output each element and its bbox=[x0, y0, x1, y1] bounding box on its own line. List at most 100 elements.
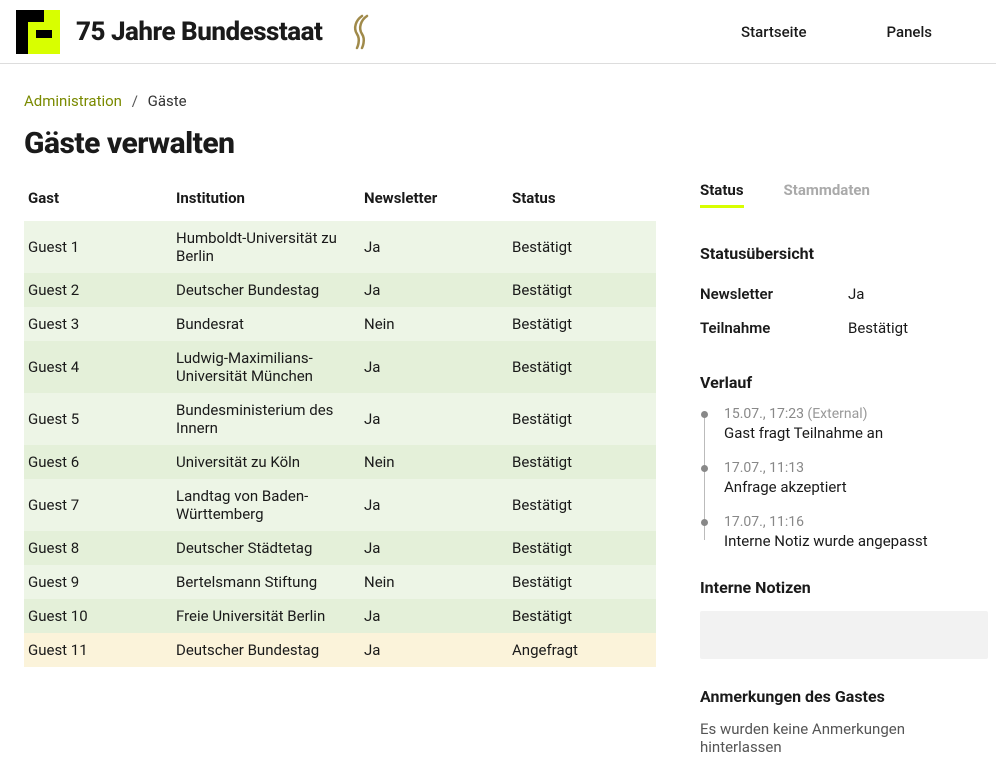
tab-status[interactable]: Status bbox=[700, 181, 744, 208]
cell-status: Bestätigt bbox=[508, 565, 656, 599]
breadcrumb: Administration / Gäste bbox=[0, 64, 996, 118]
cell-newsletter: Ja bbox=[360, 273, 508, 307]
cell-institution: Landtag von Baden-Württemberg bbox=[172, 479, 360, 531]
cell-gast: Guest 11 bbox=[24, 633, 172, 667]
cell-gast: Guest 5 bbox=[24, 393, 172, 445]
cell-gast: Guest 6 bbox=[24, 445, 172, 479]
cell-newsletter: Nein bbox=[360, 307, 508, 341]
cell-status: Bestätigt bbox=[508, 221, 656, 273]
kv-teilnahme-label: Teilnahme bbox=[700, 319, 848, 337]
kv-newsletter: Newsletter Ja bbox=[700, 277, 988, 311]
cell-gast: Guest 4 bbox=[24, 341, 172, 393]
table-row[interactable]: Guest 11Deutscher BundestagJaAngefragt bbox=[24, 633, 656, 667]
kv-newsletter-value: Ja bbox=[848, 285, 864, 303]
top-nav: Startseite Panels bbox=[741, 23, 980, 41]
timeline-item: 17.07., 11:13 Anfrage akzeptiert bbox=[724, 460, 988, 496]
detail-tabs: Status Stammdaten bbox=[700, 181, 988, 218]
kv-teilnahme: Teilnahme Bestätigt bbox=[700, 311, 988, 345]
cell-status: Bestätigt bbox=[508, 531, 656, 565]
cell-gast: Guest 7 bbox=[24, 479, 172, 531]
cell-institution: Humboldt-Universität zu Berlin bbox=[172, 221, 360, 273]
cell-status: Bestätigt bbox=[508, 445, 656, 479]
table-row[interactable]: Guest 7Landtag von Baden-WürttembergJaBe… bbox=[24, 479, 656, 531]
cell-gast: Guest 3 bbox=[24, 307, 172, 341]
timeline-meta: 17.07., 11:16 bbox=[724, 514, 988, 530]
cell-newsletter: Nein bbox=[360, 565, 508, 599]
breadcrumb-current: Gäste bbox=[148, 92, 187, 110]
nav-home[interactable]: Startseite bbox=[741, 23, 806, 41]
cell-institution: Deutscher Bundestag bbox=[172, 273, 360, 307]
cell-institution: Bundesrat bbox=[172, 307, 360, 341]
table-row[interactable]: Guest 2Deutscher BundestagJaBestätigt bbox=[24, 273, 656, 307]
table-row[interactable]: Guest 9Bertelsmann StiftungNeinBestätigt bbox=[24, 565, 656, 599]
cell-institution: Bertelsmann Stiftung bbox=[172, 565, 360, 599]
cell-status: Bestätigt bbox=[508, 393, 656, 445]
history-title: Verlauf bbox=[700, 373, 988, 392]
cell-status: Bestätigt bbox=[508, 273, 656, 307]
timeline-item: 17.07., 11:16Interne Notiz wurde angepas… bbox=[724, 514, 988, 550]
cell-newsletter: Ja bbox=[360, 599, 508, 633]
cell-newsletter: Ja bbox=[360, 479, 508, 531]
cell-gast: Guest 10 bbox=[24, 599, 172, 633]
cell-institution: Deutscher Städtetag bbox=[172, 531, 360, 565]
guest-remarks-title: Anmerkungen des Gastes bbox=[700, 687, 988, 706]
breadcrumb-sep: / bbox=[132, 92, 138, 110]
table-row[interactable]: Guest 1Humboldt-Universität zu BerlinJaB… bbox=[24, 221, 656, 273]
timeline-meta: 15.07., 17:23 (External) bbox=[724, 406, 988, 422]
cell-status: Bestätigt bbox=[508, 341, 656, 393]
cell-institution: Ludwig-Maximilians-Universität München bbox=[172, 341, 360, 393]
kv-teilnahme-value: Bestätigt bbox=[848, 319, 908, 337]
guests-table: Gast Institution Newsletter Status Guest… bbox=[24, 181, 656, 667]
nav-panels[interactable]: Panels bbox=[886, 23, 932, 41]
cell-institution: Universität zu Köln bbox=[172, 445, 360, 479]
table-row[interactable]: Guest 6Universität zu KölnNeinBestätigt bbox=[24, 445, 656, 479]
timeline-text: Anfrage akzeptiert bbox=[724, 478, 988, 496]
col-header-gast[interactable]: Gast bbox=[24, 181, 172, 221]
cell-gast: Guest 9 bbox=[24, 565, 172, 599]
breadcrumb-admin-link[interactable]: Administration bbox=[24, 92, 122, 110]
cell-newsletter: Ja bbox=[360, 633, 508, 667]
cell-status: Bestätigt bbox=[508, 307, 656, 341]
guest-remarks-text: Es wurden keine Anmerkungen hinterlassen bbox=[700, 720, 988, 756]
col-header-newsletter[interactable]: Newsletter bbox=[360, 181, 508, 221]
internal-notes-input[interactable] bbox=[700, 611, 988, 659]
table-row[interactable]: Guest 5Bundesministerium des InnernJaBes… bbox=[24, 393, 656, 445]
ribbon-icon bbox=[346, 14, 378, 50]
timeline-text: Gast fragt Teilnahme an bbox=[724, 424, 988, 442]
table-row[interactable]: Guest 4Ludwig-Maximilians-Universität Mü… bbox=[24, 341, 656, 393]
cell-newsletter: Ja bbox=[360, 393, 508, 445]
site-logo[interactable] bbox=[16, 10, 60, 54]
cell-newsletter: Ja bbox=[360, 531, 508, 565]
table-row[interactable]: Guest 3BundesratNeinBestätigt bbox=[24, 307, 656, 341]
timeline-external-tag: (External) bbox=[807, 406, 867, 422]
site-title: 75 Jahre Bundesstaat bbox=[76, 17, 322, 47]
history-timeline: 15.07., 17:23 (External) Gast fragt Teiln… bbox=[700, 406, 988, 550]
cell-gast: Guest 2 bbox=[24, 273, 172, 307]
page-title: Gäste verwalten bbox=[0, 118, 996, 181]
internal-notes-title: Interne Notizen bbox=[700, 578, 988, 597]
cell-status: Angefragt bbox=[508, 633, 656, 667]
cell-institution: Freie Universität Berlin bbox=[172, 599, 360, 633]
cell-status: Bestätigt bbox=[508, 479, 656, 531]
status-overview-title: Statusübersicht bbox=[700, 244, 988, 263]
tab-stammdaten[interactable]: Stammdaten bbox=[784, 181, 870, 208]
timeline-meta: 17.07., 11:13 bbox=[724, 460, 988, 476]
cell-newsletter: Ja bbox=[360, 341, 508, 393]
col-header-institution[interactable]: Institution bbox=[172, 181, 360, 221]
cell-institution: Deutscher Bundestag bbox=[172, 633, 360, 667]
timeline-item: 15.07., 17:23 (External) Gast fragt Teiln… bbox=[724, 406, 988, 442]
guests-table-wrapper: Gast Institution Newsletter Status Guest… bbox=[0, 181, 660, 667]
cell-newsletter: Ja bbox=[360, 221, 508, 273]
table-row[interactable]: Guest 8Deutscher StädtetagJaBestätigt bbox=[24, 531, 656, 565]
col-header-status[interactable]: Status bbox=[508, 181, 656, 221]
cell-gast: Guest 8 bbox=[24, 531, 172, 565]
cell-institution: Bundesministerium des Innern bbox=[172, 393, 360, 445]
table-header-row: Gast Institution Newsletter Status bbox=[24, 181, 656, 221]
table-row[interactable]: Guest 10Freie Universität BerlinJaBestät… bbox=[24, 599, 656, 633]
content-area: Gast Institution Newsletter Status Guest… bbox=[0, 181, 996, 756]
kv-newsletter-label: Newsletter bbox=[700, 285, 848, 303]
cell-newsletter: Nein bbox=[360, 445, 508, 479]
detail-panel: Status Stammdaten Statusübersicht Newsle… bbox=[660, 181, 996, 756]
header: 75 Jahre Bundesstaat Startseite Panels bbox=[0, 0, 996, 64]
cell-status: Bestätigt bbox=[508, 599, 656, 633]
